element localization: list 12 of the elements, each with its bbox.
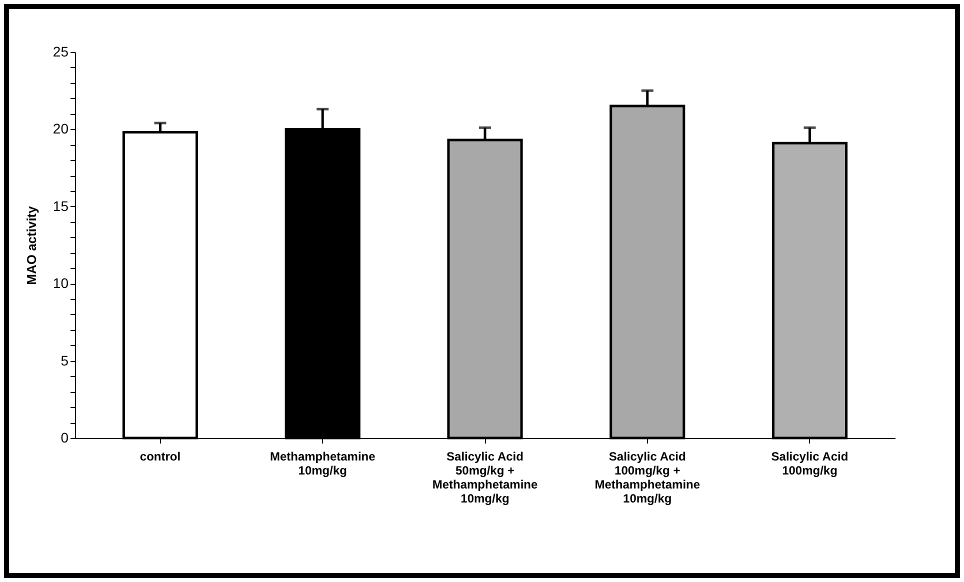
y-tick-label: 20 [52,120,69,137]
x-tick-label: Methamphetamine 10mg/kg [270,450,376,478]
y-tick-label: 25 [52,44,69,60]
x-tick-label: control [140,450,181,464]
y-tick-label: 0 [60,430,69,446]
y-tick-label: 15 [52,198,69,214]
x-tick-label: Salicylic Acid 100mg/kg [771,450,848,478]
y-tick-label: 10 [52,275,69,292]
x-tick-label: Salicylic Acid 50mg/kg + Methamphetamine 10mg/kg [432,450,538,506]
y-axis-title: MAO activity [24,205,39,285]
y-tick-label: 5 [60,352,69,368]
x-tick-label: Salicylic Acid 100mg/kg + Methamphetamine 10mg/kg [594,450,700,506]
